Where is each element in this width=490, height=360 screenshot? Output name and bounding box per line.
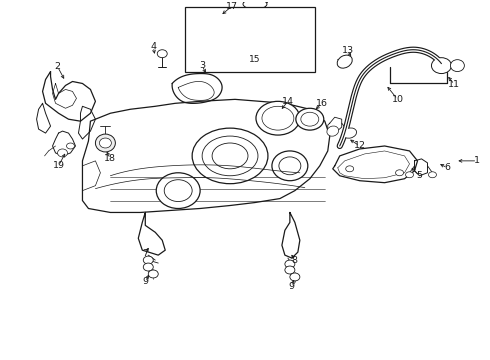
Ellipse shape	[143, 256, 153, 264]
Ellipse shape	[243, 0, 267, 9]
Ellipse shape	[395, 170, 404, 176]
Text: 15: 15	[249, 55, 261, 64]
Text: 3: 3	[199, 61, 205, 70]
Text: 8: 8	[292, 256, 298, 265]
Ellipse shape	[428, 172, 437, 178]
Ellipse shape	[156, 173, 200, 208]
Ellipse shape	[301, 112, 319, 126]
Polygon shape	[138, 212, 165, 255]
Polygon shape	[43, 72, 96, 121]
Ellipse shape	[296, 108, 324, 130]
Ellipse shape	[432, 58, 451, 73]
Ellipse shape	[143, 263, 153, 271]
Ellipse shape	[192, 128, 268, 184]
Text: 14: 14	[282, 97, 294, 106]
Polygon shape	[282, 212, 300, 258]
Ellipse shape	[343, 128, 357, 138]
Bar	[185, 7, 315, 72]
Ellipse shape	[99, 138, 111, 148]
Text: 11: 11	[448, 80, 461, 89]
Polygon shape	[82, 99, 330, 212]
Ellipse shape	[214, 26, 224, 34]
Text: 1: 1	[474, 156, 480, 165]
Text: 19: 19	[52, 161, 65, 170]
Text: 5: 5	[416, 171, 422, 180]
Ellipse shape	[192, 10, 224, 38]
Ellipse shape	[67, 143, 74, 149]
Ellipse shape	[57, 149, 68, 157]
Text: 4: 4	[150, 42, 156, 51]
Ellipse shape	[157, 50, 167, 58]
Text: 9: 9	[289, 282, 295, 291]
Ellipse shape	[290, 273, 300, 281]
Text: 2: 2	[54, 62, 61, 71]
Text: 18: 18	[104, 154, 117, 163]
Text: 12: 12	[354, 141, 366, 150]
Text: 9: 9	[142, 278, 148, 287]
Ellipse shape	[285, 266, 295, 274]
Ellipse shape	[262, 106, 294, 130]
Polygon shape	[52, 131, 75, 156]
Ellipse shape	[226, 26, 234, 32]
Ellipse shape	[239, 12, 271, 42]
Ellipse shape	[256, 101, 300, 135]
Ellipse shape	[406, 172, 414, 178]
Ellipse shape	[148, 270, 158, 278]
Ellipse shape	[327, 126, 339, 136]
Ellipse shape	[285, 260, 295, 268]
Text: 7: 7	[142, 249, 148, 258]
Ellipse shape	[198, 15, 218, 33]
Text: 6: 6	[444, 163, 450, 172]
Ellipse shape	[272, 151, 308, 181]
Text: 16: 16	[316, 99, 328, 108]
Polygon shape	[333, 146, 417, 183]
Ellipse shape	[164, 180, 192, 202]
Ellipse shape	[96, 134, 115, 152]
Ellipse shape	[202, 136, 258, 176]
Ellipse shape	[212, 143, 248, 169]
Ellipse shape	[245, 18, 265, 36]
Text: 17: 17	[226, 1, 238, 10]
Ellipse shape	[346, 166, 354, 172]
Text: 13: 13	[342, 46, 354, 55]
Ellipse shape	[450, 60, 465, 72]
Ellipse shape	[279, 157, 301, 175]
Ellipse shape	[337, 55, 352, 68]
Text: 10: 10	[392, 95, 404, 104]
Ellipse shape	[233, 7, 277, 47]
